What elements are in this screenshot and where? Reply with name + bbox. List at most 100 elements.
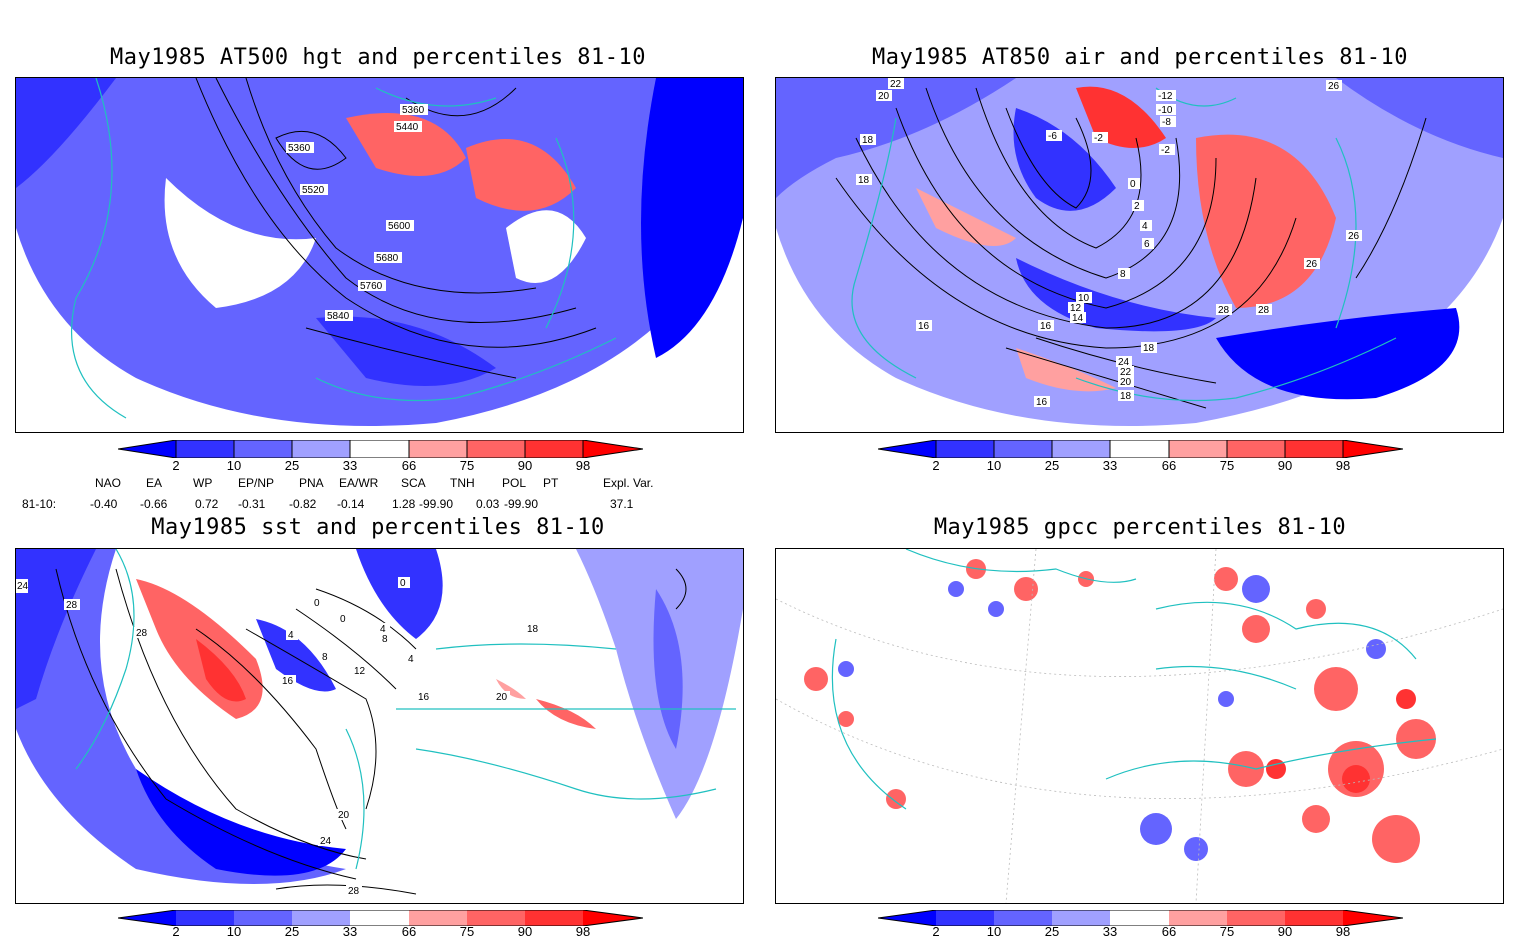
panel-2-map: 22 20 -12 -10 -8 -6 -2 -2 0 2 4 6 8 10 1… [775,77,1504,433]
contour-label: 0 [400,578,406,589]
contour-label: 5680 [376,253,399,264]
contour-label: 0 [340,614,346,625]
index-row-label: 81-10: [22,497,57,511]
colorbar-label: 33 [1102,924,1118,939]
contour-label: 18 [527,624,539,635]
colorbar-label: 90 [517,458,533,473]
contour-label: 26 [1328,81,1340,92]
contour-label: 0 [314,598,320,609]
panel-2-title: May1985 AT850 air and percentiles 81-10 [871,45,1409,70]
index-value: -0.66 [140,497,168,511]
index-value: 37.1 [610,497,634,511]
index-header: WP [193,476,213,490]
index-header: Expl. Var. [603,476,654,490]
colorbar-label: 2 [932,458,940,473]
colorbar-label: 90 [1277,924,1293,939]
contour-label: 18 [1143,343,1155,354]
index-value: 1.28 [392,497,416,511]
contour-label: 5840 [327,311,350,322]
colorbar-label: 90 [517,924,533,939]
contour-label: -8 [1162,117,1171,128]
contour-label: 14 [1072,313,1084,324]
index-header: POL [502,476,527,490]
contour-label: 28 [1258,305,1270,316]
contour-label: 5760 [360,281,383,292]
contour-label: 20 [878,91,890,102]
contour-label: 4 [408,654,414,665]
colorbar-panel-2: 2 10 25 33 66 75 90 98 [877,439,1404,474]
index-header: SCA [401,476,426,490]
contour-label: 6 [1144,239,1150,250]
colorbar-label: 98 [1335,924,1351,939]
panel-3-map: 24 28 28 0 0 4 4 8 8 12 16 16 20 18 20 2… [15,548,744,904]
contour-label: 5360 [288,143,311,154]
contour-label: -12 [1158,91,1173,102]
panel-3-title: May1985 sst and percentiles 81-10 [151,515,605,540]
colorbar-label: 98 [575,458,591,473]
contour-label: 28 [136,628,148,639]
index-header: PT [543,476,559,490]
colorbar-label: 98 [1335,458,1351,473]
colorbar-label: 10 [986,458,1002,473]
index-value: -0.40 [90,497,118,511]
colorbar-label: 33 [342,924,358,939]
colorbar-panel-3: 2 10 25 33 66 75 90 98 [117,909,644,940]
contour-label: 5520 [302,185,325,196]
contour-label: 16 [1036,397,1048,408]
colorbar-label: 90 [1277,458,1293,473]
contour-label: -2 [1161,145,1170,156]
contour-label: 28 [1218,305,1230,316]
colorbar-label: 10 [226,458,242,473]
panel-4-map [775,548,1504,904]
colorbar-panel-1: 2 10 25 33 66 75 90 98 [117,439,644,474]
contour-label: 24 [17,581,29,592]
colorbar-label: 25 [284,458,300,473]
index-header: EA [146,476,163,490]
contour-label: 16 [418,692,430,703]
contour-label: 26 [1348,231,1360,242]
contour-label: 16 [918,321,930,332]
colorbar-label: 75 [1219,458,1235,473]
contour-label: 18 [1120,391,1132,402]
colorbar-label: 33 [342,458,358,473]
index-header: EP/NP [238,476,275,490]
colorbar-panel-4: 2 10 25 33 66 75 90 98 [877,909,1404,940]
contour-label: -6 [1048,131,1057,142]
index-value: -99.90 [504,497,539,511]
contour-label: 18 [858,175,870,186]
colorbar-label: 25 [1044,458,1060,473]
contour-label: 5360 [402,105,425,116]
colorbar-label: 33 [1102,458,1118,473]
colorbar-swatches [117,439,644,459]
colorbar-label: 2 [932,924,940,939]
contour-label: 2 [1134,201,1140,212]
contour-label: 4 [380,624,386,635]
index-value: -99.90 [419,497,454,511]
contour-label: 10 [1078,293,1090,304]
colorbar-label: 66 [401,458,417,473]
contour-label: 28 [348,886,360,897]
contour-label: 28 [66,600,78,611]
index-value: 0.03 [476,497,500,511]
colorbar-label: 2 [172,458,180,473]
index-value: -0.31 [238,497,266,511]
colorbar-label: 75 [1219,924,1235,939]
colorbar-label: 25 [1044,924,1060,939]
index-header: EA/WR [339,476,379,490]
panel-1-map: 5360 5440 5360 5520 5600 5680 5760 5840 [15,77,744,433]
colorbar-label: 75 [459,458,475,473]
colorbar-label: 98 [575,924,591,939]
index-value: 0.72 [195,497,219,511]
index-header: TNH [450,476,475,490]
colorbar-label: 25 [284,924,300,939]
contour-label: 8 [322,652,328,663]
colorbar-label: 66 [1161,458,1177,473]
contour-label: 8 [382,634,388,645]
contour-label: -2 [1094,133,1103,144]
contour-label: 12 [1070,303,1082,314]
colorbar-label: 10 [226,924,242,939]
contour-label: 22 [1120,367,1132,378]
contour-label: 4 [1142,221,1148,232]
index-header: PNA [299,476,324,490]
contour-label: 5440 [396,122,419,133]
